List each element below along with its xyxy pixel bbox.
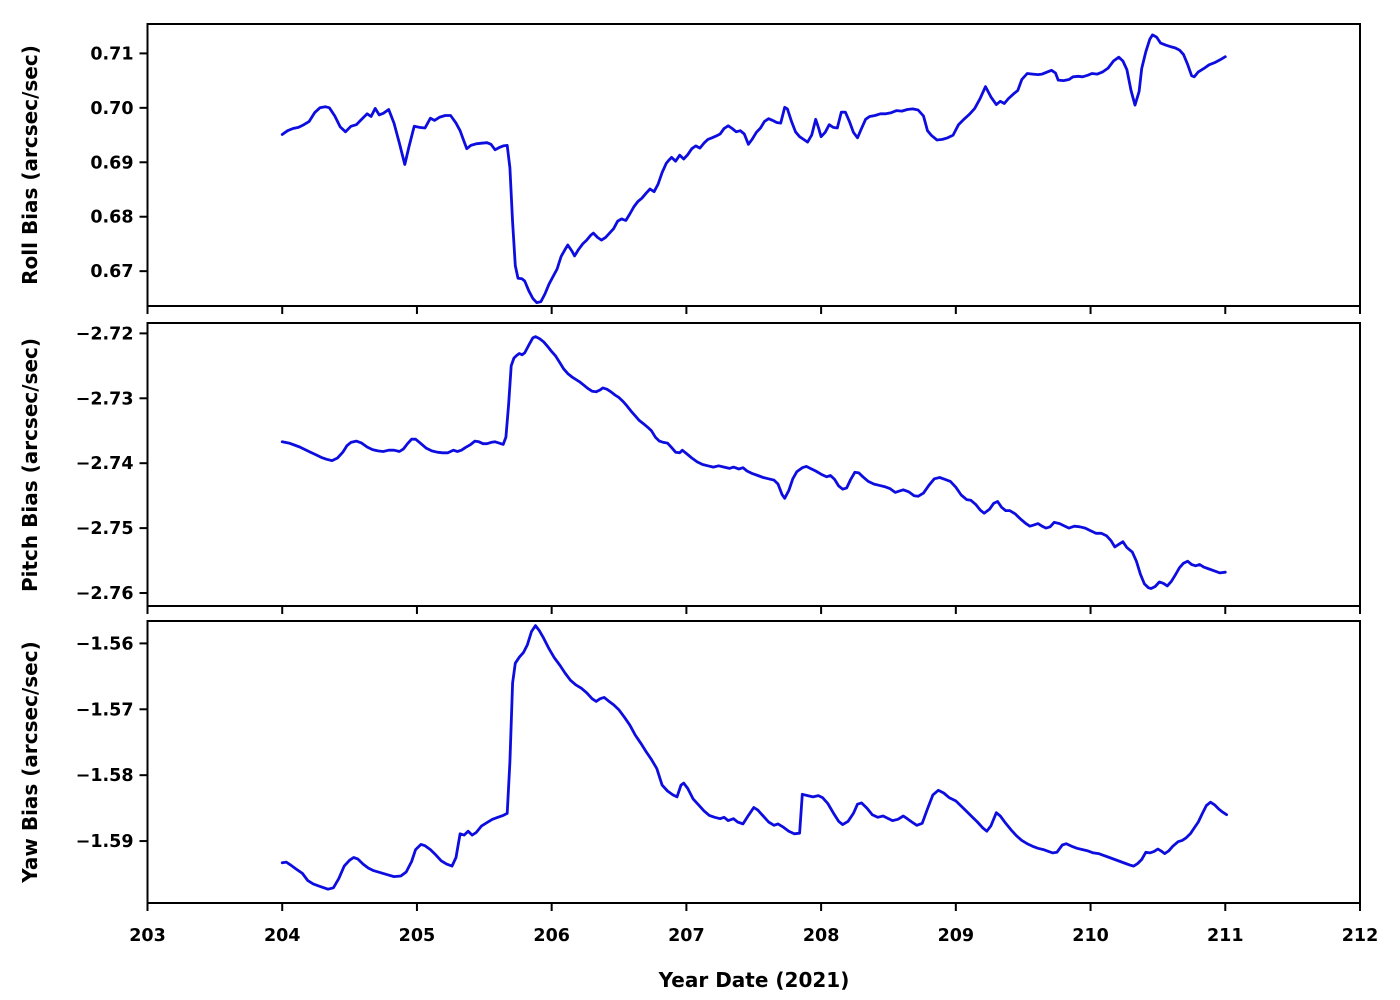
y-axis-label-roll: Roll Bias (arcsec/sec) — [18, 45, 42, 285]
y-axis-label-yaw: Yaw Bias (arcsec/sec) — [18, 641, 42, 883]
yaw-bias-line — [280, 624, 1228, 891]
y-tick-label: 0.70 — [90, 99, 133, 119]
y-tick-label: −1.56 — [76, 634, 134, 654]
x-tick-label: 206 — [533, 926, 570, 946]
y-tick-label: −1.58 — [76, 766, 134, 786]
x-axis-label: Year Date (2021) — [658, 968, 850, 992]
panel-roll-spines — [146, 23, 1361, 307]
y-tick-label: 0.69 — [90, 153, 133, 173]
pitch-bias-line — [280, 335, 1227, 590]
panel-pitch: −2.72 −2.73 −2.74 −2.75 −2.76 — [76, 322, 1361, 614]
y-axis-label-pitch: Pitch Bias (arcsec/sec) — [18, 337, 42, 592]
y-tick-label: −1.59 — [76, 832, 134, 852]
panel-pitch-spines — [146, 322, 1361, 607]
y-tick-label: 0.71 — [90, 44, 133, 64]
y-tick-label: 0.68 — [90, 208, 133, 228]
x-tick-label: 205 — [399, 926, 436, 946]
roll-bias-line — [280, 33, 1227, 305]
y-tick-label: −2.73 — [76, 389, 134, 409]
y-tick-label: −2.75 — [76, 519, 134, 539]
y-tick-label: −2.74 — [76, 454, 134, 474]
x-tick-label: 209 — [938, 926, 975, 946]
y-tick-label: −2.72 — [76, 324, 134, 344]
x-tick-label: 211 — [1207, 926, 1244, 946]
x-tick-label: 203 — [129, 926, 166, 946]
x-tick-label: 212 — [1342, 926, 1379, 946]
x-tick-label: 204 — [264, 926, 301, 946]
y-tick-label: −2.76 — [76, 584, 134, 604]
y-tick-label: 0.67 — [90, 262, 133, 282]
x-tick-label: 208 — [803, 926, 840, 946]
panel-yaw: 203 204 205 206 207 208 209 210 211 212 −1.56 −1.57… — [76, 620, 1379, 946]
x-tick-label: 207 — [668, 926, 705, 946]
y-tick-label: −1.57 — [76, 700, 134, 720]
panel-yaw-spines — [146, 620, 1361, 904]
x-tick-label: 210 — [1072, 926, 1109, 946]
panel-roll: 0.67 0.68 0.69 0.70 0.71 — [90, 23, 1361, 314]
